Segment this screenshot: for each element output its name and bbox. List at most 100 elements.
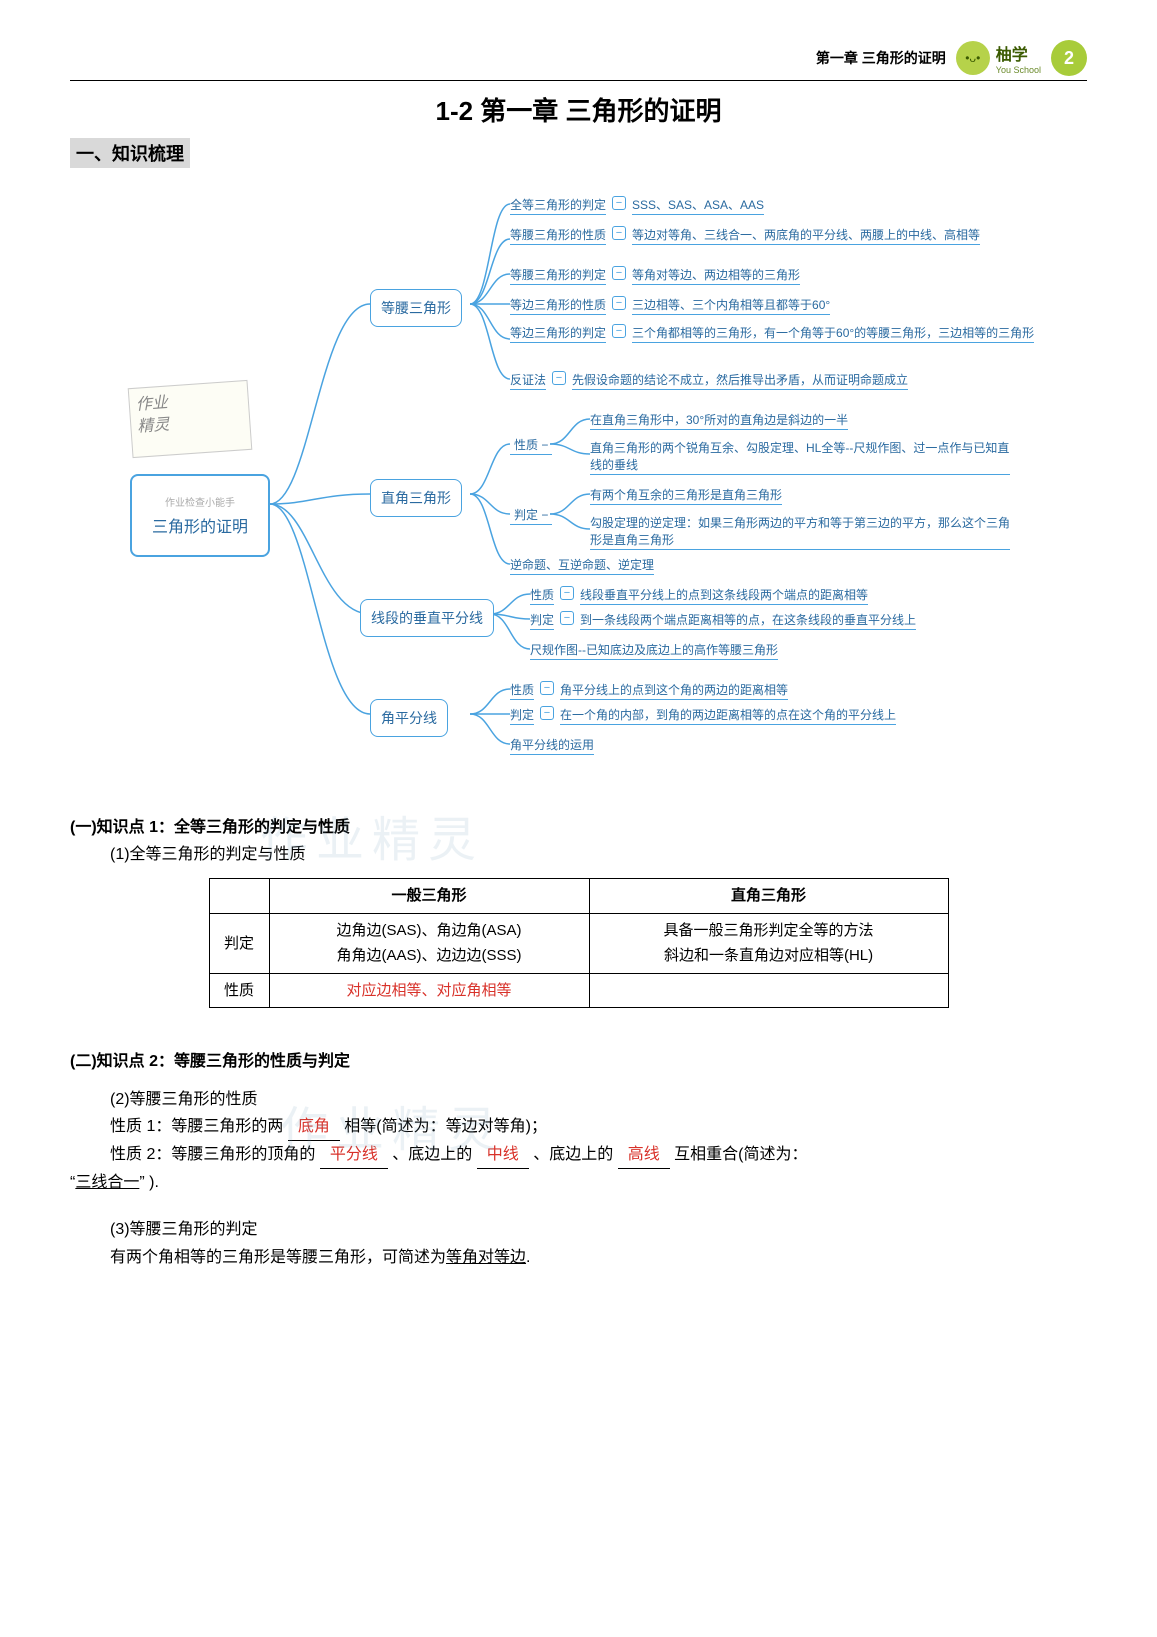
table-header: 一般三角形 bbox=[269, 879, 589, 914]
leaf: 在直角三角形中，30°所对的直角边是斜边的一半 bbox=[590, 411, 848, 430]
leaf-desc: 三边相等、三个内角相等且都等于60° bbox=[632, 296, 830, 315]
table-row: 性质 对应边相等、对应角相等 bbox=[209, 973, 948, 1008]
text: 、底边上的 bbox=[533, 1146, 613, 1163]
leaf: 逆命题、互逆命题、逆定理 bbox=[510, 556, 654, 575]
collapse-icon: − bbox=[612, 296, 626, 310]
leaf: 等边三角形的性质− 三边相等、三个内角相等且都等于60° bbox=[510, 296, 830, 315]
leaf: 性质− 线段垂直平分线上的点到这条线段两个端点的距离相等 bbox=[530, 586, 868, 605]
table-cell: 判定 bbox=[209, 913, 269, 973]
content-body: (一)知识点 1：全等三角形的判定与性质 (1)全等三角形的判定与性质 一般三角… bbox=[70, 814, 1087, 1271]
table-cell: 性质 bbox=[209, 973, 269, 1008]
leaf: 直角三角形的两个锐角互余、勾股定理、HL全等--尺规作图、过一点作与已知直线的垂… bbox=[590, 439, 1010, 475]
leaf-desc: 线段垂直平分线上的点到这条线段两个端点的距离相等 bbox=[580, 586, 868, 605]
sub-label: 性质 bbox=[514, 438, 538, 452]
branch-isoceles: 等腰三角形 bbox=[370, 289, 462, 327]
table-row: 一般三角形 直角三角形 bbox=[209, 879, 948, 914]
collapse-icon: − bbox=[612, 226, 626, 240]
kp1-heading: (一)知识点 1：全等三角形的判定与性质 bbox=[70, 814, 1087, 841]
logo-subtext: You School bbox=[996, 65, 1041, 75]
kp2-p1: 性质 1：等腰三角形的两 底角 相等(简述为：等边对等角)； bbox=[110, 1113, 1087, 1141]
logo: •ᴗ• 柚学 You School bbox=[956, 41, 1041, 75]
fill-blank: 高线 bbox=[618, 1141, 670, 1169]
leaf-label: 等腰三角形的性质 bbox=[510, 226, 606, 245]
leaf-desc: 勾股定理的逆定理：如果三角形两边的平方和等于第三边的平方，那么这个三角形是直角三… bbox=[590, 514, 1010, 550]
page-header: 第一章 三角形的证明 •ᴗ• 柚学 You School 2 bbox=[70, 40, 1087, 81]
page-number-badge: 2 bbox=[1051, 40, 1087, 76]
leaf-label: 性质 bbox=[530, 586, 554, 605]
leaf-desc: 有两个角互余的三角形是直角三角形 bbox=[590, 486, 782, 505]
text: 相等(简述为：等边对等角)； bbox=[344, 1118, 547, 1135]
underline-text: 三线合一 bbox=[75, 1174, 139, 1191]
collapse-icon: − bbox=[541, 508, 548, 522]
leaf-desc: 到一条线段两个端点距离相等的点，在这条线段的垂直平分线上 bbox=[580, 611, 916, 630]
kp2-heading: (二)知识点 2：等腰三角形的性质与判定 bbox=[70, 1048, 1087, 1075]
leaf-label: 等腰三角形的判定 bbox=[510, 266, 606, 285]
leaf-desc: 尺规作图--已知底边及底边上的高作等腰三角形 bbox=[530, 641, 778, 660]
leaf: 性质− 角平分线上的点到这个角的两边的距离相等 bbox=[510, 681, 788, 700]
sub-xingzhi: 性质 − bbox=[510, 436, 552, 455]
leaf-label: 判定 bbox=[530, 611, 554, 630]
cell-line: 斜边和一条直角边对应相等(HL) bbox=[600, 943, 938, 969]
leaf-desc: 角平分线的运用 bbox=[510, 736, 594, 755]
chapter-ref: 第一章 三角形的证明 bbox=[816, 48, 946, 68]
branch-angle-bisector: 角平分线 bbox=[370, 699, 448, 737]
leaf-desc: 等角对等边、两边相等的三角形 bbox=[632, 266, 800, 285]
leaf: 反证法− 先假设命题的结论不成立，然后推导出矛盾，从而证明命题成立 bbox=[510, 371, 908, 390]
leaf-desc: 在一个角的内部，到角的两边距离相等的点在这个角的平分线上 bbox=[560, 706, 896, 725]
sticky-note: 作业 精灵 bbox=[128, 380, 253, 458]
leaf-desc: 三个角都相等的三角形，有一个角等于60°的等腰三角形，三边相等的三角形 bbox=[632, 324, 1034, 343]
leaf: 判定− 在一个角的内部，到角的两边距离相等的点在这个角的平分线上 bbox=[510, 706, 896, 725]
kp2-sub2: (2)等腰三角形的性质 bbox=[110, 1086, 1087, 1113]
leaf: 等腰三角形的性质− 等边对等角、三线合一、两底角的平分线、两腰上的中线、高相等 bbox=[510, 226, 980, 245]
collapse-icon: − bbox=[560, 611, 574, 625]
leaf: 等腰三角形的判定− 等角对等边、两边相等的三角形 bbox=[510, 266, 800, 285]
text: . bbox=[526, 1249, 530, 1266]
leaf-desc: 直角三角形的两个锐角互余、勾股定理、HL全等--尺规作图、过一点作与已知直线的垂… bbox=[590, 439, 1010, 475]
underline-text: 等角对等边 bbox=[446, 1249, 526, 1266]
mindmap-root: 作业检查小能手 三角形的证明 bbox=[130, 474, 270, 557]
kp1-sub: (1)全等三角形的判定与性质 bbox=[110, 841, 1087, 868]
text: ” ). bbox=[139, 1174, 159, 1191]
leaf: 尺规作图--已知底边及底边上的高作等腰三角形 bbox=[530, 641, 778, 660]
cell-line: 具备一般三角形判定全等的方法 bbox=[600, 918, 938, 944]
leaf: 判定− 到一条线段两个端点距离相等的点，在这条线段的垂直平分线上 bbox=[530, 611, 916, 630]
fill-blank: 平分线 bbox=[320, 1141, 388, 1169]
leaf-desc: 在直角三角形中，30°所对的直角边是斜边的一半 bbox=[590, 411, 848, 430]
text: 、底边上的 bbox=[392, 1146, 472, 1163]
collapse-icon: − bbox=[612, 196, 626, 210]
congruence-table: 一般三角形 直角三角形 判定 边角边(SAS)、角边角(ASA) 角角边(AAS… bbox=[209, 878, 949, 1008]
collapse-icon: − bbox=[541, 438, 548, 452]
cell-line: 角角边(AAS)、边边边(SSS) bbox=[280, 943, 579, 969]
leaf-label: 等边三角形的性质 bbox=[510, 296, 606, 315]
collapse-icon: − bbox=[612, 266, 626, 280]
table-cell: 具备一般三角形判定全等的方法 斜边和一条直角边对应相等(HL) bbox=[589, 913, 948, 973]
logo-icon: •ᴗ• bbox=[956, 41, 990, 75]
text: 互相重合(简述为： bbox=[674, 1146, 807, 1163]
collapse-icon: − bbox=[540, 681, 554, 695]
text: 性质 2：等腰三角形的顶角的 bbox=[110, 1146, 315, 1163]
leaf-desc: 等边对等角、三线合一、两底角的平分线、两腰上的中线、高相等 bbox=[632, 226, 980, 245]
leaf-desc: SSS、SAS、ASA、AAS bbox=[632, 196, 764, 215]
fill-blank: 中线 bbox=[477, 1141, 529, 1169]
logo-text: 柚学 bbox=[996, 41, 1041, 65]
leaf-desc: 先假设命题的结论不成立，然后推导出矛盾，从而证明命题成立 bbox=[572, 371, 908, 390]
leaf-label: 判定 bbox=[510, 706, 534, 725]
leaf-desc: 逆命题、互逆命题、逆定理 bbox=[510, 556, 654, 575]
fill-blank: 底角 bbox=[288, 1113, 340, 1141]
table-cell bbox=[589, 973, 948, 1008]
leaf: 有两个角互余的三角形是直角三角形 bbox=[590, 486, 782, 505]
table-cell bbox=[209, 879, 269, 914]
collapse-icon: − bbox=[560, 586, 574, 600]
leaf-label: 全等三角形的判定 bbox=[510, 196, 606, 215]
table-header: 直角三角形 bbox=[589, 879, 948, 914]
collapse-icon: − bbox=[552, 371, 566, 385]
mindmap: 作业 精灵 作业检查小能手 三角形的证明 等腰三角形 直角三角形 线段的垂直平分… bbox=[70, 194, 1087, 794]
text: 性质 1：等腰三角形的两 bbox=[110, 1118, 283, 1135]
collapse-icon: − bbox=[540, 706, 554, 720]
sub-panding: 判定 − bbox=[510, 506, 552, 525]
page-title: 1-2 第一章 三角形的证明 bbox=[70, 91, 1087, 128]
table-cell: 对应边相等、对应角相等 bbox=[269, 973, 589, 1008]
sub-label: 判定 bbox=[514, 508, 538, 522]
leaf-desc: 角平分线上的点到这个角的两边的距离相等 bbox=[560, 681, 788, 700]
root-subtitle: 作业检查小能手 bbox=[140, 494, 260, 509]
